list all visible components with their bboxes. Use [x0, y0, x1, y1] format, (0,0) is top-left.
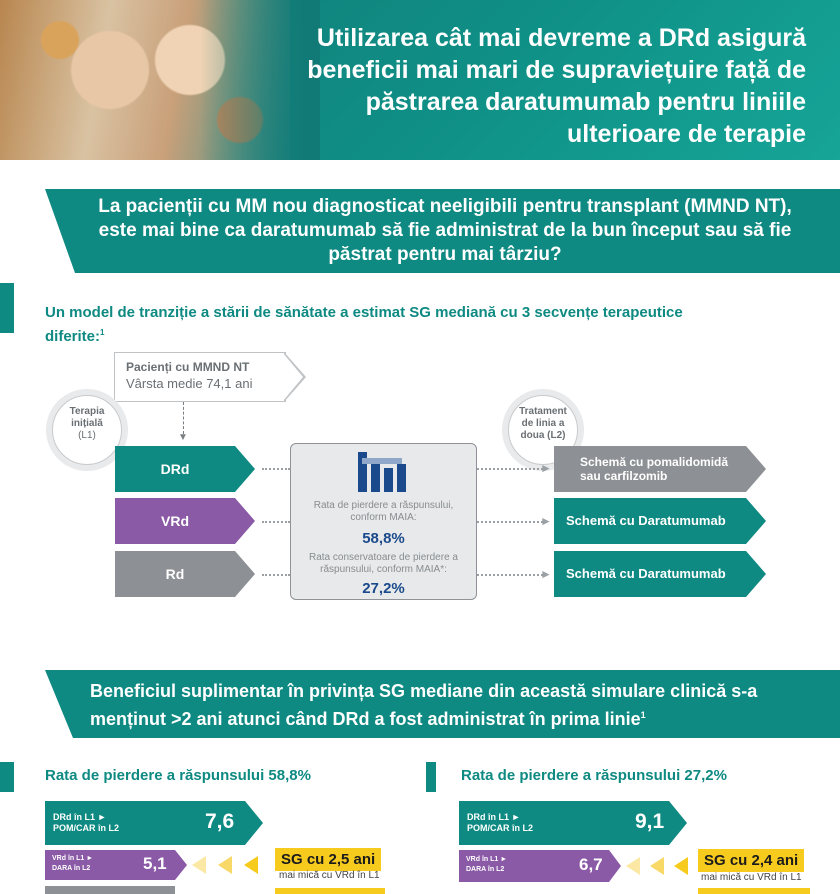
- question-band: La pacienții cu MM nou diagnosticat neel…: [45, 189, 840, 273]
- right-bar-vrd-l2: DARA în L2: [466, 866, 505, 873]
- right-bar-vrd-value: 6,7: [579, 855, 603, 874]
- patients-title: Pacienți cu MMND NT: [126, 360, 250, 374]
- left-bar-vrd: VRd în L1 ► DARA în L2 5,1: [45, 850, 175, 880]
- right-bar-drd: DRd în L1 ► POM/CAR în L2 9,1: [459, 801, 669, 845]
- l2-regimen-2-label: Schemă cu Daratumumab: [566, 513, 726, 528]
- right-chevron-icon-2: [650, 857, 664, 875]
- left-chevron-icon-2: [218, 856, 232, 874]
- results-left-heading: Rata de pierdere a răspunsului 58,8%: [45, 767, 311, 784]
- l1-circle-line1: Terapia: [69, 406, 105, 417]
- rate1-label: Rata de pierdere a răspunsului, conform …: [313, 500, 454, 523]
- right-chevron-icon-3: [674, 857, 688, 875]
- l2-regimen-3: Schemă cu Daratumumab: [554, 551, 746, 597]
- l2-regimen-1-tip: [746, 446, 766, 492]
- left-bar-vrd-tip: [175, 850, 187, 880]
- benefit-band-notch: [45, 670, 73, 738]
- left-bar-rd: [45, 886, 175, 894]
- right-bar-vrd: VRd în L1 ► DARA în L2 6,7: [459, 850, 609, 882]
- benefit-ref: 1: [640, 710, 646, 720]
- left-sg-sub: mai mică cu VRd în L1: [279, 870, 380, 881]
- patients-box: Pacienți cu MMND NT Vârsta medie 74,1 an…: [114, 352, 286, 402]
- connector-right-3-arrow-icon: ►: [540, 567, 552, 581]
- left-bar-drd-l1: DRd în L1 ►: [53, 812, 107, 822]
- l1-regimen-rd: Rd: [115, 551, 235, 597]
- l1-regimen-drd: DRd: [115, 446, 235, 492]
- photo-fade: [200, 0, 320, 160]
- l1-circle-line3: (L1): [78, 430, 96, 441]
- left-bar-vrd-value: 5,1: [143, 854, 167, 873]
- left-chevron-icon-3: [244, 856, 258, 874]
- right-bar-drd-value: 9,1: [635, 810, 665, 833]
- right-bar-drd-tip: [669, 801, 687, 845]
- side-tab: [0, 283, 14, 333]
- left-bar-drd-l2: POM/CAR în L2: [53, 823, 120, 833]
- center-box: Rata de pierdere a răspunsului, conform …: [290, 443, 477, 600]
- l2-regimen-1: Schemă cu pomalidomidă sau carfilzomib: [554, 446, 746, 492]
- rate1-value: 58,8%: [362, 530, 405, 547]
- left-bar-drd: DRd în L1 ► POM/CAR în L2 7,6: [45, 801, 245, 845]
- l2-circle-line2: de linia a: [521, 418, 565, 429]
- rate2-label: Rata conservatoare de pierdere a răspuns…: [309, 552, 458, 575]
- l1-rd-arrow-tip: [235, 551, 255, 597]
- right-bar-vrd-tip: [609, 850, 621, 882]
- l2-regimen-2-tip: [746, 498, 766, 544]
- left-sg-tag: SG cu 2,5 ani: [275, 848, 382, 871]
- left-bar-vrd-l2: DARA în L2: [52, 865, 91, 872]
- l2-regimen-1-label: Schemă cu pomalidomidă sau carfilzomib: [580, 455, 729, 483]
- l2-regimen-3-label: Schemă cu Daratumumab: [566, 566, 726, 581]
- l1-regimen-vrd-label: VRd: [161, 513, 189, 529]
- right-bar-drd-l2: POM/CAR în L2: [467, 823, 534, 833]
- patients-box-arrow-inner: [283, 353, 303, 401]
- rate2-value: 27,2%: [362, 580, 405, 597]
- model-intro: Un model de tranziție a stării de sănăta…: [45, 303, 705, 347]
- l1-regimen-vrd: VRd: [115, 498, 235, 544]
- l2-circle-line1: Tratament: [519, 406, 567, 417]
- l1-circle: Terapia inițială (L1): [52, 395, 122, 465]
- connector-left-1: [262, 468, 290, 470]
- benefit-band: Beneficiul suplimentar în privința SG me…: [45, 670, 840, 738]
- results-left-tab: [0, 762, 14, 792]
- l1-regimen-rd-label: Rd: [165, 566, 185, 582]
- down-arrow-icon: ▼: [178, 432, 188, 443]
- benefit-text: Beneficiul suplimentar în privința SG me…: [90, 681, 758, 729]
- right-sg-sub: mai mică cu VRd în L1: [701, 872, 802, 883]
- connector-right-1-arrow-icon: ►: [540, 461, 552, 475]
- right-next-tag-peek: [698, 888, 810, 894]
- results-right-heading: Rata de pierdere a răspunsului 27,2%: [461, 767, 727, 784]
- band-notch: [45, 189, 75, 273]
- connector-left-2: [262, 521, 290, 523]
- right-bar-vrd-l1: VRd în L1 ►: [466, 856, 508, 863]
- left-chevron-icon-1: [192, 856, 206, 874]
- connector-right-3: [477, 574, 547, 576]
- l1-circle-line2: inițială: [71, 418, 103, 429]
- left-bar-drd-value: 7,6: [205, 810, 235, 833]
- l1-regimen-drd-label: DRd: [160, 461, 190, 477]
- left-bar-vrd-l1: VRd în L1 ►: [52, 855, 94, 862]
- page-title: Utilizarea cât mai devreme a DRd asigură…: [307, 24, 806, 148]
- left-bar-drd-tip: [245, 801, 263, 845]
- right-sg-tag: SG cu 2,4 ani: [698, 849, 805, 872]
- model-intro-text: Un model de tranziție a stării de sănăta…: [45, 304, 683, 345]
- question-text: La pacienții cu MM nou diagnosticat neel…: [98, 196, 792, 265]
- connector-right-2-arrow-icon: ►: [540, 514, 552, 528]
- left-next-tag-peek: [275, 888, 385, 894]
- down-connector: [183, 402, 184, 434]
- connector-right-2: [477, 521, 547, 523]
- connector-left-3: [262, 574, 290, 576]
- right-bar-drd-l1: DRd în L1 ►: [467, 812, 521, 822]
- model-intro-ref: 1: [100, 328, 105, 337]
- patients-sub: Vârsta medie 74,1 ani: [126, 376, 253, 391]
- l1-vrd-arrow-tip: [235, 498, 255, 544]
- results-right-tab: [426, 762, 436, 792]
- l2-regimen-3-tip: [746, 551, 766, 597]
- l2-circle-line3: doua (L2): [520, 430, 566, 441]
- bar-chart-icon: [358, 452, 406, 492]
- l1-drd-arrow-tip: [235, 446, 255, 492]
- l2-circle: Tratament de linia a doua (L2): [508, 395, 578, 465]
- connector-right-1: [477, 468, 547, 470]
- header-banner: Utilizarea cât mai devreme a DRd asigură…: [0, 0, 840, 160]
- right-chevron-icon-1: [626, 857, 640, 875]
- benefit-text-wrap: Beneficiul suplimentar în privința SG me…: [90, 679, 830, 731]
- l2-regimen-2: Schemă cu Daratumumab: [554, 498, 746, 544]
